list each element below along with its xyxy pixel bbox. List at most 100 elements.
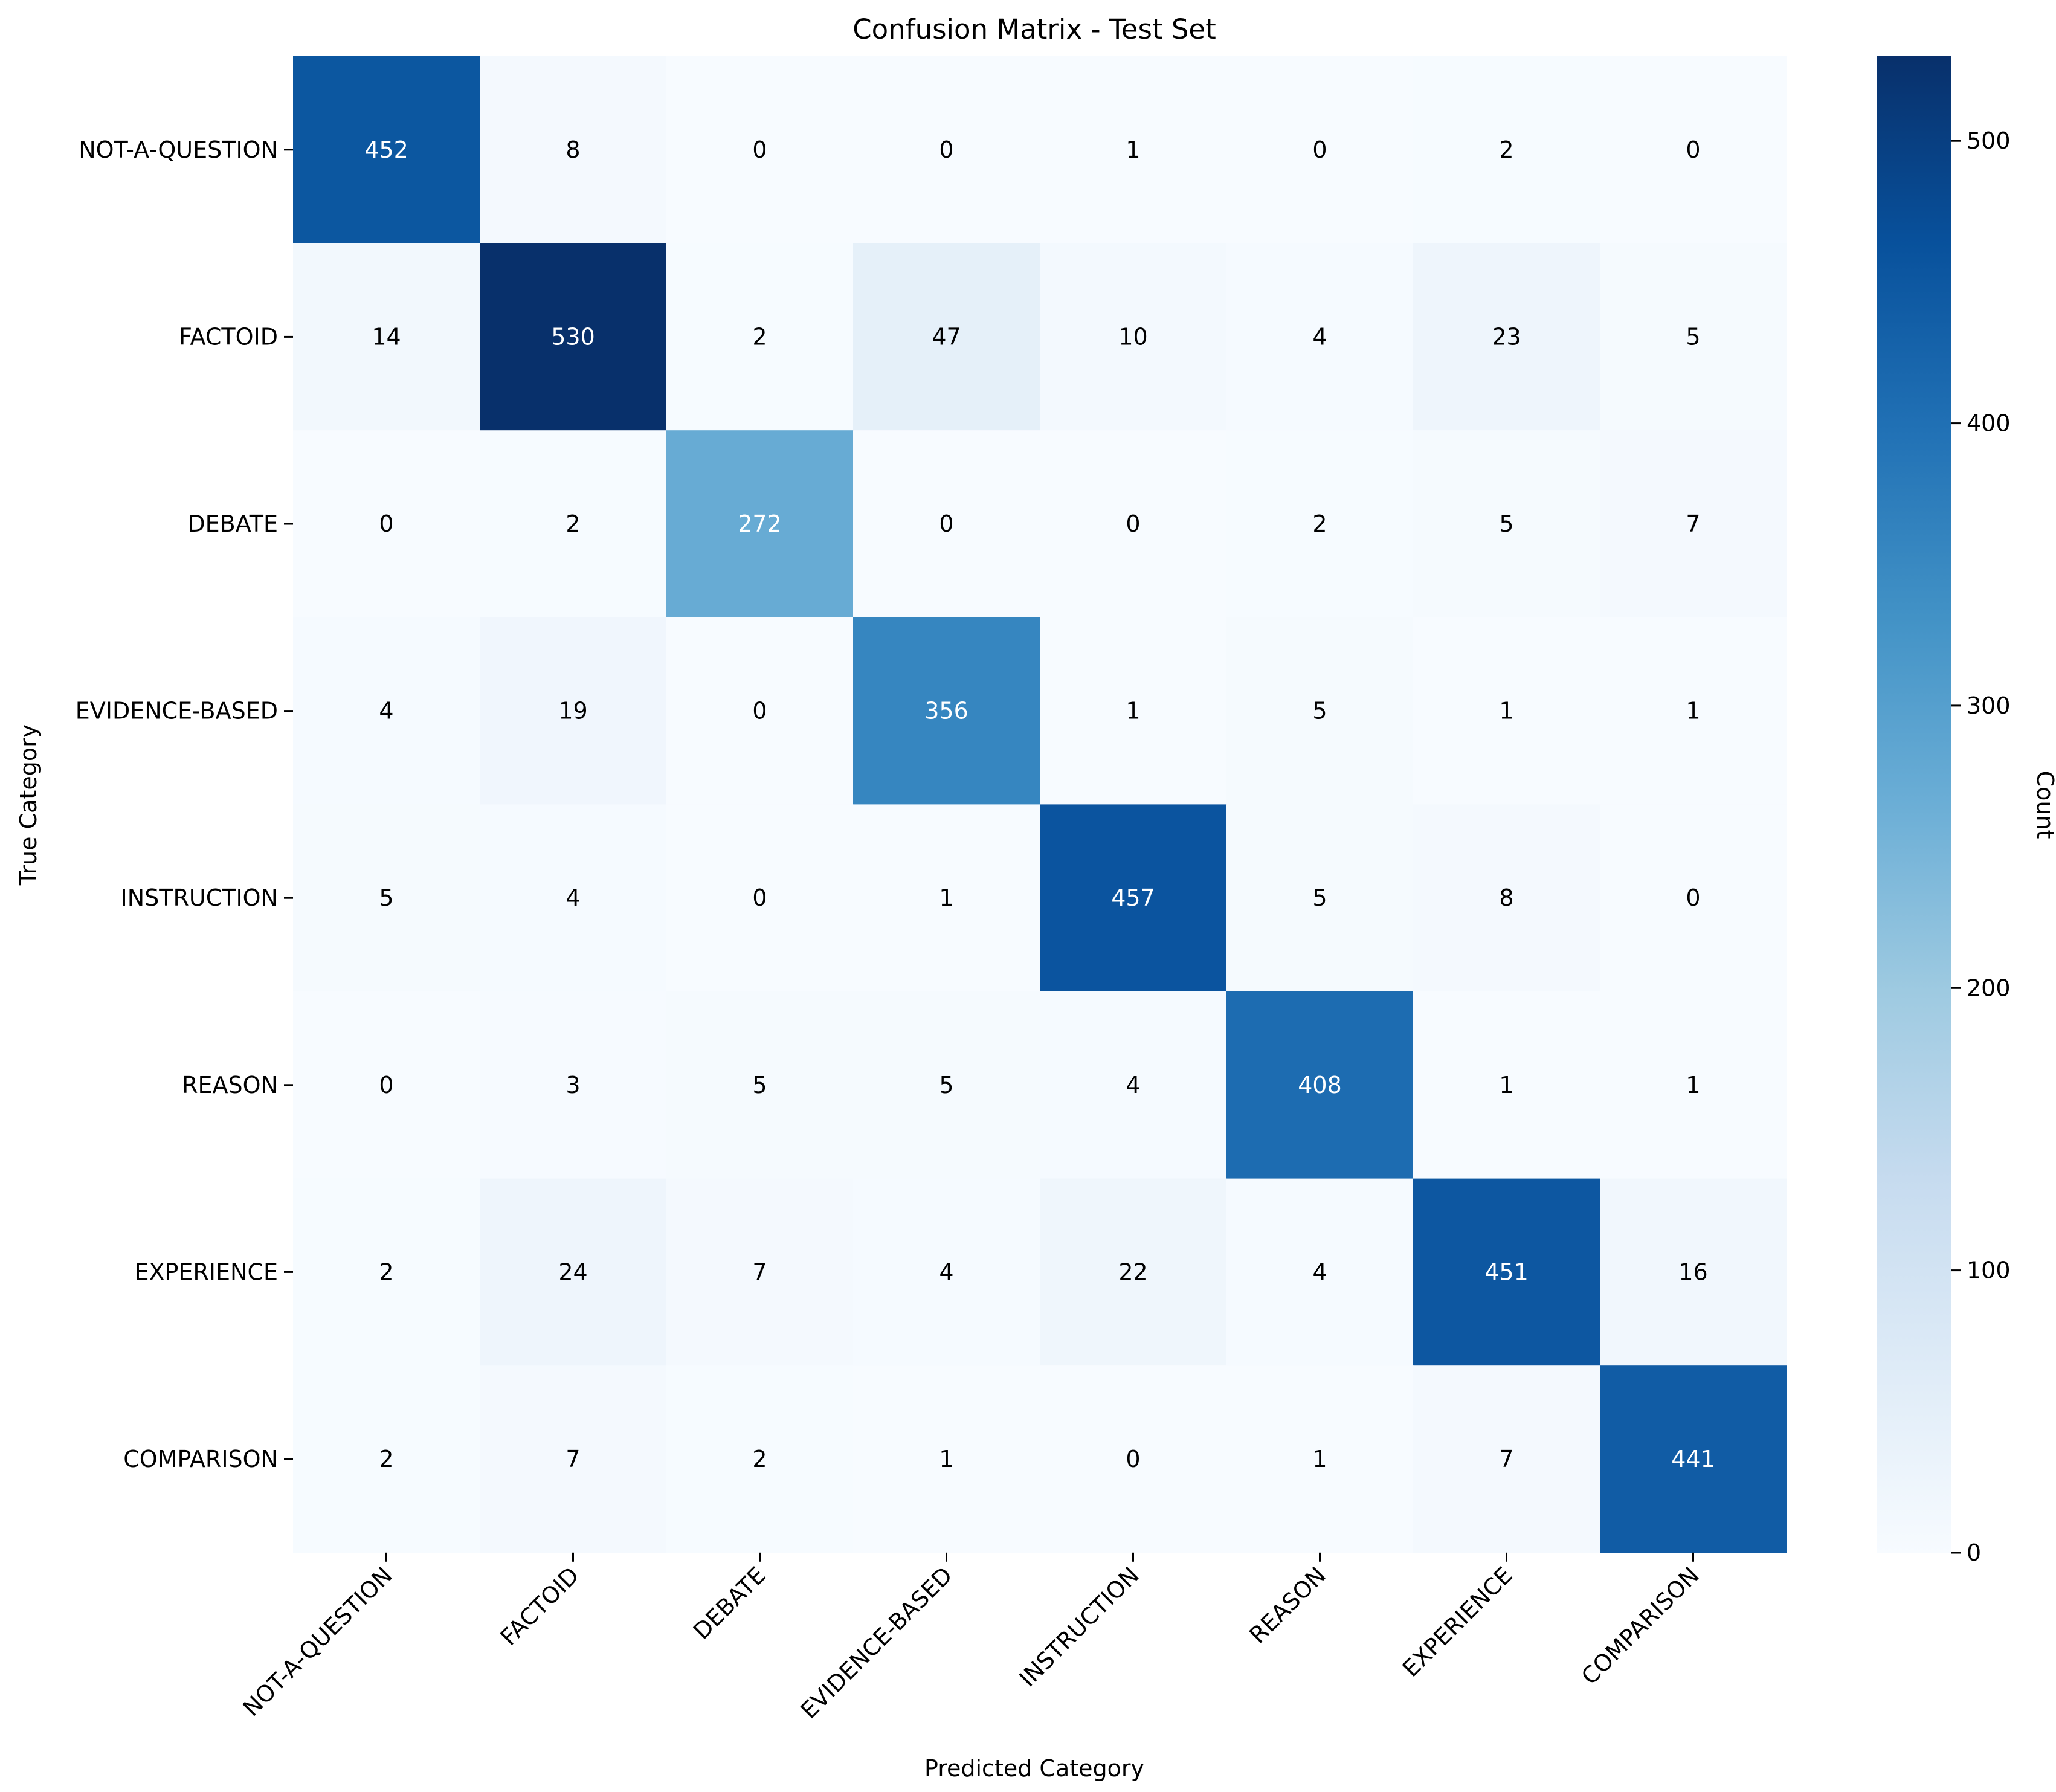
cell-value-label: 4 bbox=[1312, 323, 1327, 350]
cell-value-label: 10 bbox=[1118, 323, 1147, 350]
heatmap-cell bbox=[666, 1178, 854, 1366]
cell-value-label: 5 bbox=[1312, 885, 1327, 911]
cell-value-label: 0 bbox=[1126, 1446, 1140, 1472]
cell-value-label: 0 bbox=[752, 137, 767, 163]
cell-value-label: 1 bbox=[1686, 698, 1700, 724]
y-tick-label: DEBATE bbox=[187, 511, 278, 537]
x-axis-label: Predicted Category bbox=[924, 1755, 1144, 1782]
cell-value-label: 4 bbox=[1312, 1259, 1327, 1285]
y-tick-label: INSTRUCTION bbox=[121, 885, 278, 911]
x-tick-label: FACTOID bbox=[495, 1562, 584, 1651]
heatmap-cell bbox=[1600, 56, 1787, 244]
colorbar-tick-label: 100 bbox=[1967, 1257, 2011, 1284]
heatmap-cell bbox=[1413, 1365, 1600, 1553]
heatmap-cell bbox=[1413, 56, 1600, 244]
cell-value-label: 452 bbox=[364, 137, 408, 163]
colorbar-ticks: 0 100 200 300 400 500 bbox=[1951, 127, 2011, 1566]
cell-value-label: 457 bbox=[1111, 885, 1155, 911]
cell-value-label: 16 bbox=[1678, 1259, 1707, 1285]
cell-value-label: 1 bbox=[1312, 1446, 1327, 1472]
cell-value-label: 1 bbox=[1126, 698, 1140, 724]
heatmap-cell bbox=[1226, 430, 1414, 618]
y-tick-label: REASON bbox=[182, 1072, 278, 1098]
heatmap-cell bbox=[480, 1178, 667, 1366]
heatmap-cell bbox=[293, 56, 480, 244]
heatmap-cell bbox=[293, 243, 480, 431]
cell-value-label: 4 bbox=[566, 885, 580, 911]
heatmap-cell bbox=[1040, 1178, 1227, 1366]
cell-value-label: 24 bbox=[558, 1259, 587, 1285]
cell-value-label: 272 bbox=[738, 511, 782, 537]
heatmap-cell bbox=[853, 430, 1040, 618]
x-tick-label: COMPARISON bbox=[1576, 1562, 1704, 1690]
cell-value-label: 0 bbox=[939, 511, 953, 537]
cell-value-label: 5 bbox=[1686, 323, 1700, 350]
heatmap-cell bbox=[1413, 617, 1600, 805]
cell-value-label: 3 bbox=[566, 1072, 580, 1098]
cell-value-label: 7 bbox=[566, 1446, 580, 1472]
x-tick-label: EXPERIENCE bbox=[1397, 1562, 1518, 1682]
heatmap-cell bbox=[1040, 1365, 1227, 1553]
heatmap-cell bbox=[480, 430, 667, 618]
cell-value-label: 441 bbox=[1671, 1446, 1715, 1472]
heatmap-annotations: 452 8 0 0 1 0 2 014 530 2 47 10 4 23 50 2 272 0 0 2 5 74 19 0 35… bbox=[364, 137, 1715, 1472]
heatmap-cell bbox=[1600, 804, 1787, 992]
cell-value-label: 2 bbox=[566, 511, 580, 537]
heatmap-cell bbox=[1413, 243, 1600, 431]
cell-value-label: 0 bbox=[1312, 137, 1327, 163]
heatmap-cell bbox=[1226, 56, 1414, 244]
cell-value-label: 2 bbox=[1499, 137, 1513, 163]
y-axis: NOT-A-QUESTION FACTOID DEBATE EVIDENCE-BASE… bbox=[76, 137, 293, 1472]
heatmap-cell bbox=[480, 991, 667, 1179]
heatmap-cell bbox=[853, 243, 1040, 431]
heatmap-cell bbox=[666, 243, 854, 431]
chart-title: Confusion Matrix - Test Set bbox=[852, 13, 1216, 45]
cell-value-label: 8 bbox=[1499, 885, 1513, 911]
cell-value-label: 451 bbox=[1484, 1259, 1529, 1285]
colorbar-gradient bbox=[1877, 56, 1951, 1553]
x-axis: NOT-A-QUESTION FACTOID DEBATE EVIDENCE-BASE… bbox=[238, 1552, 1704, 1724]
heatmap-cell bbox=[1226, 243, 1414, 431]
colorbar-tick-label: 0 bbox=[1967, 1539, 1981, 1566]
y-tick-label: EVIDENCE-BASED bbox=[76, 698, 278, 724]
heatmap-cell bbox=[1040, 617, 1227, 805]
cell-value-label: 2 bbox=[752, 323, 767, 350]
heatmap-cell bbox=[1040, 56, 1227, 244]
cell-value-label: 7 bbox=[1686, 511, 1700, 537]
cell-value-label: 2 bbox=[379, 1259, 393, 1285]
colorbar-label: Count bbox=[2032, 771, 2056, 839]
heatmap-cell bbox=[666, 56, 854, 244]
heatmap-cell bbox=[480, 56, 667, 244]
heatmap-cell bbox=[853, 804, 1040, 992]
heatmap-cell bbox=[480, 243, 667, 431]
cell-value-label: 0 bbox=[752, 885, 767, 911]
heatmap-cell bbox=[853, 991, 1040, 1179]
heatmap-cell bbox=[1040, 430, 1227, 618]
cell-value-label: 1 bbox=[1126, 137, 1140, 163]
heatmap-cell bbox=[1600, 617, 1787, 805]
cell-value-label: 47 bbox=[932, 323, 961, 350]
heatmap-cell bbox=[1600, 1178, 1787, 1366]
x-tick-label: INSTRUCTION bbox=[1014, 1562, 1144, 1692]
heatmap-cells bbox=[293, 56, 1787, 1553]
cell-value-label: 0 bbox=[1686, 885, 1700, 911]
heatmap-cell bbox=[666, 617, 854, 805]
heatmap-cell bbox=[1600, 243, 1787, 431]
cell-value-label: 1 bbox=[1686, 1072, 1700, 1098]
heatmap-cell bbox=[480, 804, 667, 992]
x-tick-label: DEBATE bbox=[688, 1562, 771, 1645]
heatmap-cell bbox=[1413, 991, 1600, 1179]
cell-value-label: 4 bbox=[379, 698, 393, 724]
cell-value-label: 14 bbox=[372, 323, 401, 350]
heatmap-cell bbox=[1413, 1178, 1600, 1366]
heatmap-cell bbox=[293, 804, 480, 992]
heatmap-cell bbox=[1226, 991, 1414, 1179]
y-axis-label: True Category bbox=[15, 724, 42, 886]
cell-value-label: 8 bbox=[566, 137, 580, 163]
heatmap-cell bbox=[853, 617, 1040, 805]
heatmap-cell bbox=[480, 617, 667, 805]
y-tick-label: EXPERIENCE bbox=[134, 1259, 278, 1285]
heatmap-cell bbox=[293, 991, 480, 1179]
cell-value-label: 5 bbox=[1499, 511, 1513, 537]
